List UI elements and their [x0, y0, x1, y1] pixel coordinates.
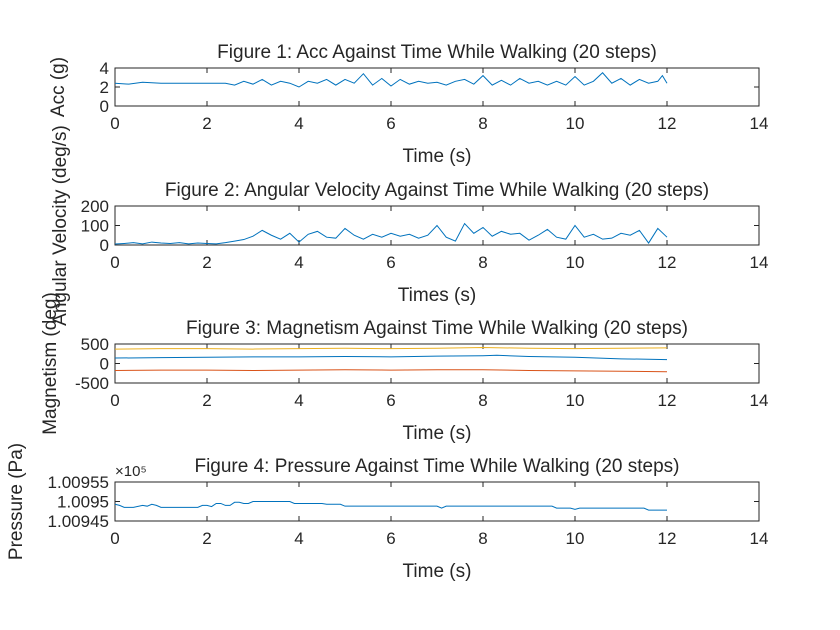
y-tick-label: 0: [100, 97, 109, 116]
x-tick-label: 0: [110, 529, 119, 548]
x-tick-label: 2: [202, 253, 211, 272]
x-tick-label: 4: [294, 529, 303, 548]
x-tick-label: 8: [478, 391, 487, 410]
x-tick-label: 4: [294, 391, 303, 410]
x-tick-label: 2: [202, 529, 211, 548]
series-line-1: [114, 222, 668, 245]
x-tick-label: 10: [566, 114, 585, 133]
x-axis-label: Times (s): [398, 285, 476, 306]
chart-title: Figure 3: Magnetism Against Time While W…: [186, 318, 688, 339]
y-tick-label: 1.00945: [48, 512, 109, 531]
axes-frame: [114, 481, 760, 522]
x-tick-label: 10: [566, 391, 585, 410]
series-line-1: [114, 354, 668, 361]
x-tick-label: 12: [658, 529, 677, 548]
x-tick-label: 10: [566, 253, 585, 272]
axes-frame: [114, 343, 760, 384]
y-tick-label: 4: [100, 59, 109, 78]
y-axis-label: Angular Velocity (deg/s): [50, 125, 71, 326]
x-tick-label: 0: [110, 391, 119, 410]
series-line-1: [114, 501, 667, 511]
x-tick-label: 2: [202, 391, 211, 410]
x-tick-label: 14: [750, 391, 769, 410]
x-tick-label: 8: [478, 253, 487, 272]
y-tick-label: 200: [81, 197, 109, 216]
y-axis-label: Pressure (Pa): [6, 443, 27, 560]
series-line-1: [114, 72, 668, 88]
series-line-3: [114, 347, 668, 350]
x-axis-label: Time (s): [403, 561, 472, 582]
y-exponent-label: ×10⁵: [115, 463, 147, 480]
y-tick-label: 0: [100, 236, 109, 255]
x-tick-label: 10: [566, 529, 585, 548]
x-axis-label: Time (s): [403, 146, 472, 167]
y-tick-label: 1.0095: [57, 493, 109, 512]
series-line-2: [114, 369, 668, 373]
x-tick-label: 2: [202, 114, 211, 133]
x-tick-label: 12: [658, 114, 677, 133]
x-tick-label: 14: [750, 114, 769, 133]
x-tick-label: 14: [750, 529, 769, 548]
x-tick-label: 4: [294, 114, 303, 133]
chart-title: Figure 2: Angular Velocity Against Time …: [165, 180, 709, 201]
x-tick-label: 8: [478, 114, 487, 133]
x-tick-label: 0: [110, 114, 119, 133]
y-tick-label: -500: [75, 374, 109, 393]
x-tick-label: 6: [386, 253, 395, 272]
y-tick-label: 2: [100, 78, 109, 97]
y-tick-label: 1.00955: [48, 473, 109, 492]
x-tick-label: 0: [110, 253, 119, 272]
x-tick-label: 6: [386, 114, 395, 133]
x-tick-label: 6: [386, 391, 395, 410]
y-tick-label: 0: [100, 355, 109, 374]
y-axis-label: Magnetism (deg): [40, 292, 61, 435]
x-tick-label: 6: [386, 529, 395, 548]
x-tick-label: 8: [478, 529, 487, 548]
y-tick-label: 500: [81, 335, 109, 354]
x-tick-label: 4: [294, 253, 303, 272]
chart-title: Figure 1: Acc Against Time While Walking…: [217, 42, 657, 63]
x-tick-label: 12: [658, 253, 677, 272]
x-axis-label: Time (s): [403, 423, 472, 444]
x-tick-label: 12: [658, 391, 677, 410]
x-tick-label: 14: [750, 253, 769, 272]
y-axis-label: Acc (g): [48, 57, 69, 117]
chart-title: Figure 4: Pressure Against Time While Wa…: [194, 456, 679, 477]
axes-frame: [114, 67, 760, 107]
y-tick-label: 100: [81, 217, 109, 236]
